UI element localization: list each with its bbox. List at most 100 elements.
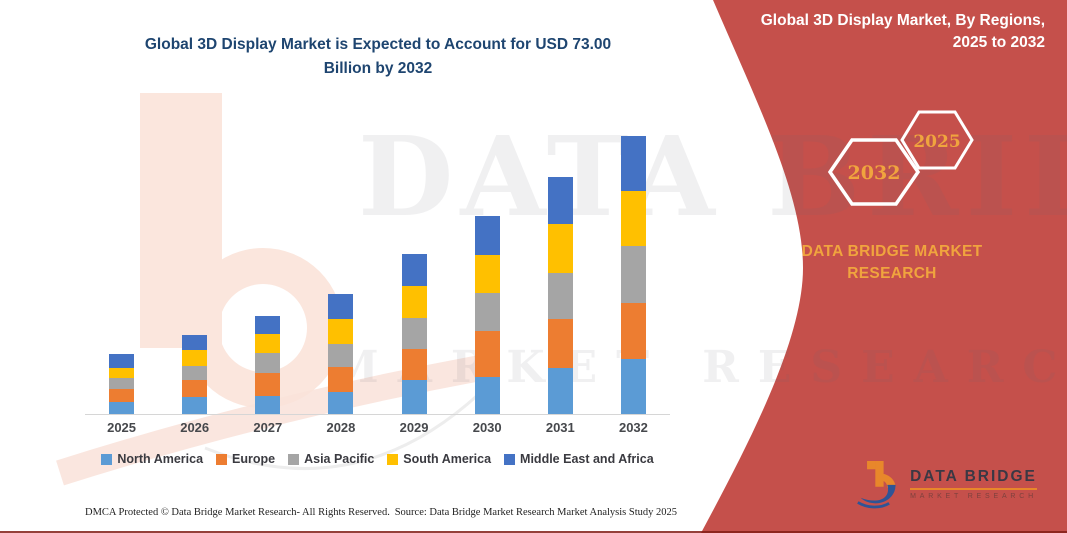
side-panel-heading: Global 3D Display Market, By Regions, 20…	[715, 10, 1045, 55]
side-panel-heading-line1: Global 3D Display Market, By Regions,	[760, 12, 1045, 29]
bar-segment-2025-europe	[109, 388, 135, 402]
bar-segment-2032-north-america	[620, 359, 646, 414]
bar-slot-2029	[378, 124, 451, 414]
chart-legend: North America Europe Asia Pacific South Ame…	[85, 452, 670, 466]
bar-segment-2029-middle-east-and-africa	[401, 254, 427, 286]
x-axis-label-2031: 2031	[545, 420, 575, 435]
brand-caption-line2: RESEARCH	[847, 265, 937, 283]
x-axis-label-2028: 2028	[326, 420, 356, 435]
bar-segment-2031-north-america	[547, 367, 573, 414]
company-logo-subtitle: MARKET RESEARCH	[910, 493, 1037, 500]
bar-segment-2027-asia-pacific	[255, 352, 281, 373]
bar-segment-2026-north-america	[182, 397, 208, 414]
bar-segment-2028-south-america	[328, 319, 354, 344]
bar-slot-2031	[524, 124, 597, 414]
bar-segment-2030-north-america	[474, 376, 500, 414]
bar-segment-2027-south-america	[255, 334, 281, 353]
bar-segment-2032-asia-pacific	[620, 245, 646, 303]
bar-segment-2028-europe	[328, 366, 354, 392]
bar-slot-2032	[597, 124, 670, 414]
legend-label: South America	[403, 452, 492, 466]
legend-item-europe: Europe	[216, 452, 275, 466]
bar-slot-2028	[304, 124, 377, 414]
bar-segment-2030-south-america	[474, 254, 500, 294]
bar-segment-2025-north-america	[109, 401, 135, 414]
bar-segment-2030-middle-east-and-africa	[474, 216, 500, 255]
company-logo-mark-icon	[857, 461, 896, 509]
bar-segment-2032-south-america	[620, 190, 646, 246]
bar-slot-2025	[85, 124, 158, 414]
bar-segment-2031-asia-pacific	[547, 272, 573, 320]
legend-label: Europe	[232, 452, 276, 466]
x-axis-label-2025: 2025	[107, 420, 137, 435]
bar-segment-2026-europe	[182, 380, 208, 398]
bar-slot-2030	[451, 124, 524, 414]
chart-title-line2: Billion by 2032	[323, 60, 433, 77]
x-axis-label-2032: 2032	[618, 420, 648, 435]
footer-source-text: Source: Data Bridge Market Research Mark…	[394, 507, 677, 518]
footer: DMCA Protected © Data Bridge Market Rese…	[85, 507, 677, 518]
bar-segment-2031-south-america	[547, 224, 573, 273]
legend-item-asia-pacific: Asia Pacific	[288, 452, 374, 466]
chart-title: Global 3D Display Market is Expected to …	[95, 33, 661, 81]
bar-slot-2027	[231, 124, 304, 414]
bar-segment-2031-europe	[547, 319, 573, 368]
bar-segment-2030-asia-pacific	[474, 293, 500, 331]
stacked-bar-2025	[109, 353, 135, 414]
bar-segment-2027-middle-east-and-africa	[255, 316, 281, 335]
bar-segment-2026-south-america	[182, 349, 208, 366]
legend-item-middle-east-and-africa: Middle East and Africa	[504, 452, 654, 466]
x-axis-labels: 2025 2026 2027 2028 2029 2030 2031 2032	[85, 420, 670, 435]
legend-item-south-america: South America	[387, 452, 491, 466]
stacked-bar-2030	[474, 216, 500, 414]
bar-segment-2028-north-america	[328, 391, 354, 414]
bar-segment-2029-europe	[401, 348, 427, 380]
x-axis-label-2027: 2027	[253, 420, 283, 435]
legend-label: Middle East and Africa	[520, 452, 654, 466]
x-axis-label-2026: 2026	[180, 420, 210, 435]
bar-segment-2029-asia-pacific	[401, 318, 427, 349]
stacked-bar-2032	[620, 136, 646, 414]
legend-label: Asia Pacific	[304, 452, 375, 466]
brand-caption-line1: DATA BRIDGE MARKET	[801, 243, 983, 260]
x-axis-label-2029: 2029	[399, 420, 429, 435]
stacked-bar-2031	[547, 177, 573, 414]
bar-segment-2025-south-america	[109, 368, 135, 378]
bar-segment-2031-middle-east-and-africa	[547, 177, 573, 225]
stacked-bar-2029	[401, 254, 427, 414]
chart-title-line1: Global 3D Display Market is Expected to …	[144, 36, 612, 53]
legend-swatch-icon	[504, 453, 516, 465]
bar-segment-2028-asia-pacific	[328, 343, 354, 367]
legend-swatch-icon	[288, 453, 300, 465]
x-axis-label-2030: 2030	[472, 420, 502, 435]
legend-swatch-icon	[387, 453, 399, 465]
side-panel-heading-line2: 2025 to 2032	[952, 34, 1045, 52]
bar-segment-2030-europe	[474, 330, 500, 377]
legend-swatch-icon	[101, 453, 113, 465]
bar-slot-2026	[158, 124, 231, 414]
stacked-bar-2026	[182, 334, 208, 414]
company-logo-name: DATA BRIDGE	[910, 468, 1037, 490]
bar-segment-2026-asia-pacific	[182, 365, 208, 381]
footer-dmca-text: DMCA Protected © Data Bridge Market Rese…	[85, 507, 390, 518]
bar-segment-2029-north-america	[401, 379, 427, 414]
bar-segment-2032-middle-east-and-africa	[620, 136, 646, 191]
bar-segment-2025-asia-pacific	[109, 377, 135, 389]
legend-item-north-america: North America	[101, 452, 203, 466]
bar-segment-2028-middle-east-and-africa	[328, 294, 354, 320]
bar-segment-2026-middle-east-and-africa	[182, 334, 208, 350]
stacked-bar-2027	[255, 316, 281, 414]
bar-segment-2027-europe	[255, 372, 281, 396]
bar-chart-plot-area	[85, 124, 670, 415]
bar-segment-2029-south-america	[401, 285, 427, 319]
brand-caption: DATA BRIDGE MARKET RESEARCH	[772, 241, 1012, 286]
stacked-bar-2028	[328, 294, 354, 414]
bar-segment-2032-europe	[620, 302, 646, 360]
company-logo: DATA BRIDGE MARKET RESEARCH	[856, 459, 1037, 509]
bar-segment-2025-middle-east-and-africa	[109, 353, 135, 369]
bottom-border-line	[0, 531, 1067, 533]
legend-label: North America	[117, 452, 204, 466]
legend-swatch-icon	[216, 453, 228, 465]
